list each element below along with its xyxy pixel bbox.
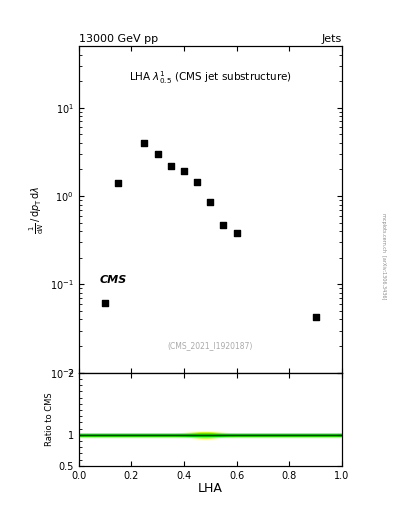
Text: LHA $\lambda^{1}_{0.5}$ (CMS jet substructure): LHA $\lambda^{1}_{0.5}$ (CMS jet substru…	[129, 69, 292, 86]
Point	[220, 221, 226, 229]
Point	[167, 162, 174, 170]
Y-axis label: Ratio to CMS: Ratio to CMS	[45, 393, 54, 446]
Point	[102, 298, 108, 307]
X-axis label: LHA: LHA	[198, 482, 223, 495]
Point	[194, 178, 200, 186]
Text: 13000 GeV pp: 13000 GeV pp	[79, 33, 158, 44]
Point	[207, 198, 213, 206]
Text: Jets: Jets	[321, 33, 342, 44]
Point	[154, 150, 161, 158]
Point	[233, 229, 240, 237]
Point	[115, 179, 121, 187]
Y-axis label: $\frac{1}{\mathrm{d}N}\,/\,\mathrm{d}p_\mathrm{T}\,\mathrm{d}\lambda$: $\frac{1}{\mathrm{d}N}\,/\,\mathrm{d}p_\…	[28, 185, 46, 233]
Point	[141, 139, 148, 147]
Text: (CMS_2021_I1920187): (CMS_2021_I1920187)	[167, 341, 253, 350]
Text: CMS: CMS	[100, 274, 127, 285]
Text: mcplots.cern.ch  [arXiv:1306.3436]: mcplots.cern.ch [arXiv:1306.3436]	[381, 213, 386, 299]
Point	[181, 167, 187, 176]
Point	[312, 313, 319, 321]
